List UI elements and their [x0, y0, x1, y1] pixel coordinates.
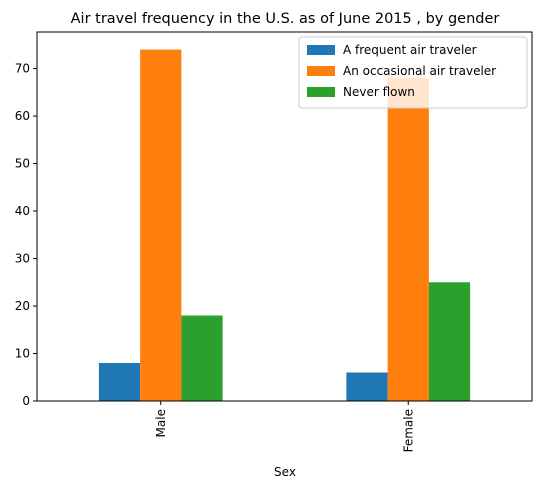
bar	[181, 315, 223, 401]
x-axis-label: Sex	[274, 465, 296, 479]
y-tick-label: 70	[15, 62, 30, 76]
x-axis: Male Female	[154, 401, 415, 452]
legend-label: An occasional air traveler	[343, 64, 496, 78]
x-tick-label: Male	[154, 409, 168, 437]
y-tick-label: 50	[15, 157, 30, 171]
y-tick-label: 30	[15, 252, 30, 266]
bar	[346, 372, 388, 401]
bars-group	[98, 49, 471, 401]
y-tick-label: 10	[15, 347, 30, 361]
legend-swatch	[307, 66, 335, 76]
legend[interactable]: A frequent air traveler An occasional air…	[298, 36, 528, 109]
legend-swatch	[307, 87, 335, 97]
chart-title: Air travel frequency in the U.S. as of J…	[71, 11, 500, 27]
y-axis: 0 10 20 30 40 50 60 70	[15, 62, 37, 408]
y-tick-label: 20	[15, 299, 30, 313]
legend-box	[298, 36, 528, 109]
bar	[387, 78, 429, 401]
y-tick-label: 60	[15, 109, 30, 123]
bar	[140, 49, 182, 401]
legend-label: Never flown	[343, 85, 415, 99]
x-tick-label: Female	[401, 409, 415, 452]
bar	[98, 363, 141, 401]
legend-swatch	[307, 45, 335, 55]
bar	[428, 282, 471, 401]
y-tick-label: 40	[15, 204, 30, 218]
plot-frame	[36, 31, 533, 402]
legend-label: A frequent air traveler	[343, 43, 477, 57]
y-tick-label: 0	[22, 394, 30, 408]
